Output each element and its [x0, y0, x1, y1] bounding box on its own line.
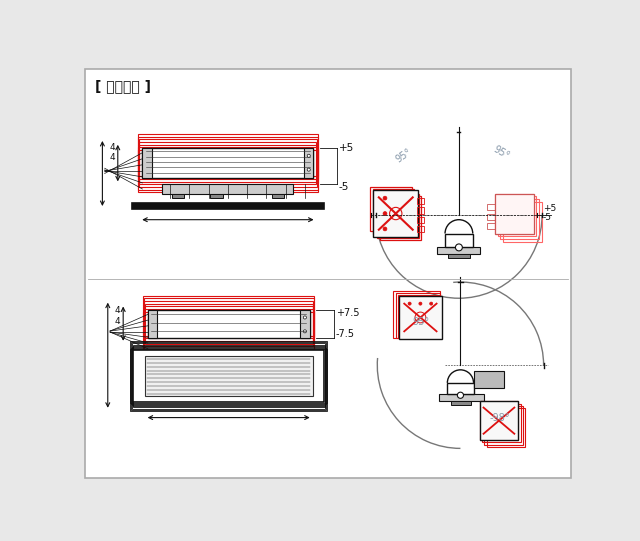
Text: -5: -5 — [543, 214, 552, 222]
Bar — [139, 144, 317, 187]
Bar — [498, 196, 536, 236]
Bar — [133, 345, 324, 406]
Bar — [480, 401, 518, 440]
Bar — [138, 134, 318, 176]
Bar — [378, 194, 419, 238]
Bar — [132, 347, 325, 408]
Bar — [482, 404, 520, 442]
Circle shape — [456, 244, 462, 251]
Circle shape — [419, 302, 422, 305]
Bar — [144, 298, 314, 338]
Bar — [486, 408, 525, 447]
Bar — [133, 346, 324, 407]
Bar — [439, 394, 484, 401]
Text: -5: -5 — [339, 182, 349, 193]
Bar — [145, 356, 312, 396]
Bar — [375, 191, 417, 236]
Bar — [401, 298, 440, 338]
Text: 4: 4 — [115, 316, 120, 326]
Bar — [300, 310, 310, 338]
Circle shape — [307, 168, 310, 171]
Text: -98°: -98° — [490, 413, 510, 423]
Circle shape — [303, 330, 307, 333]
Circle shape — [307, 154, 310, 157]
Text: [ 調整機構 ]: [ 調整機構 ] — [95, 79, 152, 93]
Bar — [132, 203, 324, 209]
Bar — [138, 136, 317, 179]
Bar — [133, 350, 324, 402]
Bar — [484, 406, 523, 445]
Bar — [143, 295, 314, 335]
Text: +5: +5 — [339, 143, 354, 153]
Bar — [304, 148, 314, 178]
Bar — [394, 291, 440, 338]
Bar — [380, 196, 421, 241]
Text: 95°: 95° — [413, 317, 430, 327]
Bar — [163, 184, 293, 194]
Bar — [144, 301, 313, 341]
Bar — [488, 223, 495, 229]
Bar — [131, 341, 327, 403]
Bar — [138, 147, 317, 190]
Bar — [139, 139, 317, 182]
Bar — [372, 189, 414, 234]
Circle shape — [383, 196, 387, 200]
Text: +5: +5 — [543, 204, 556, 213]
Bar — [503, 202, 541, 242]
Bar — [488, 214, 495, 220]
Bar — [398, 295, 440, 338]
Bar — [396, 293, 440, 338]
Text: -7.5: -7.5 — [336, 329, 355, 339]
Bar — [145, 304, 312, 344]
Bar — [445, 234, 473, 247]
Bar — [399, 296, 442, 339]
Text: 4: 4 — [109, 154, 115, 162]
Bar — [144, 309, 314, 349]
Circle shape — [303, 316, 307, 319]
Bar — [140, 142, 316, 184]
Bar — [417, 216, 424, 223]
Bar — [144, 306, 313, 346]
Bar — [437, 247, 481, 254]
Bar — [131, 349, 327, 411]
Text: 4: 4 — [115, 306, 120, 315]
Text: 95°: 95° — [394, 147, 413, 164]
Bar — [495, 194, 534, 234]
Bar — [210, 194, 223, 198]
Text: +7.5: +7.5 — [336, 308, 359, 318]
Circle shape — [458, 392, 463, 398]
Circle shape — [408, 302, 411, 305]
Bar — [373, 190, 418, 237]
Circle shape — [383, 212, 387, 215]
Bar — [143, 312, 314, 352]
Bar — [131, 342, 326, 404]
Bar — [371, 187, 412, 231]
Bar — [148, 310, 157, 338]
Bar — [448, 254, 470, 258]
Bar — [143, 148, 152, 178]
Bar — [480, 401, 518, 440]
Circle shape — [429, 302, 433, 305]
Bar — [143, 148, 314, 178]
Bar — [138, 150, 318, 193]
Bar — [488, 204, 495, 210]
Bar — [148, 310, 310, 338]
Circle shape — [383, 227, 387, 231]
Bar — [447, 383, 474, 394]
Bar — [417, 226, 424, 232]
Bar — [417, 198, 424, 204]
Text: 95°: 95° — [492, 144, 511, 162]
Bar — [272, 194, 284, 198]
Bar — [500, 199, 539, 239]
Bar — [451, 401, 471, 405]
Bar — [172, 194, 184, 198]
Bar — [474, 371, 504, 388]
Text: 4: 4 — [109, 143, 115, 151]
Bar — [495, 194, 534, 234]
Bar — [417, 207, 424, 214]
Bar — [132, 344, 325, 405]
Bar — [131, 348, 326, 410]
